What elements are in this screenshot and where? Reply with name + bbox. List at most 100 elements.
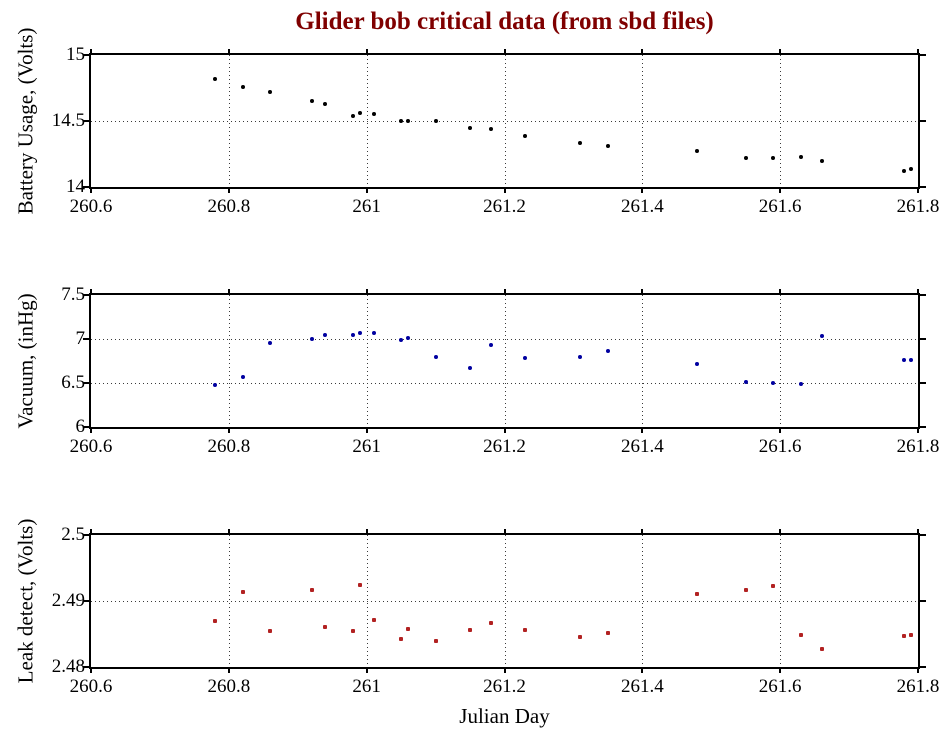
x-axis-label: Julian Day: [459, 704, 550, 728]
tick-mark: [503, 289, 506, 295]
gridline: [780, 295, 782, 427]
data-point: [268, 341, 273, 346]
tick-mark: [641, 289, 644, 295]
y-tick-label: 6.5: [61, 372, 85, 393]
x-tick-label: 261.2: [483, 436, 526, 457]
tick-mark: [503, 427, 506, 433]
tick-mark: [779, 427, 782, 433]
tick-mark: [917, 187, 919, 193]
tick-mark: [83, 382, 89, 384]
data-point: [771, 584, 776, 589]
data-point: [488, 343, 493, 348]
data-point: [350, 113, 355, 118]
tick-mark: [83, 54, 89, 56]
data-point: [371, 618, 376, 623]
data-point: [488, 126, 493, 131]
data-point: [771, 381, 776, 385]
x-tick-label: 260.6: [69, 676, 113, 697]
tick-mark: [779, 289, 782, 295]
data-point: [213, 382, 218, 387]
tick-mark: [917, 427, 919, 433]
x-tick-label: 261: [352, 436, 381, 457]
data-point: [819, 158, 824, 163]
data-point: [488, 621, 493, 626]
data-point: [399, 636, 404, 641]
tick-mark: [641, 529, 644, 535]
x-tick-label: 261.4: [620, 436, 664, 457]
tick-mark: [90, 289, 92, 295]
data-point: [819, 646, 824, 651]
tick-mark: [641, 667, 644, 673]
data-point: [350, 333, 355, 338]
x-tick-label: 261.6: [758, 436, 802, 457]
data-point: [909, 633, 914, 638]
tick-mark: [365, 49, 368, 55]
data-point: [406, 119, 411, 123]
data-point: [213, 76, 218, 81]
x-tick-label: 261.2: [483, 676, 526, 697]
data-point: [468, 628, 473, 633]
tick-mark: [83, 534, 89, 536]
tick-mark: [227, 289, 230, 295]
data-point: [323, 101, 328, 106]
gridline: [91, 601, 918, 602]
x-tick-label: 260.6: [69, 436, 113, 457]
tick-mark: [83, 186, 89, 188]
x-tick-label: 260.8: [207, 676, 251, 697]
tick-mark: [227, 49, 230, 55]
data-point: [357, 330, 362, 335]
tick-mark: [920, 338, 926, 340]
y-tick-label: 15: [66, 44, 85, 65]
data-point: [695, 592, 700, 597]
tick-mark: [227, 427, 230, 433]
data-point: [902, 358, 907, 363]
tick-mark: [920, 186, 926, 188]
x-tick-label: 261.6: [758, 676, 802, 697]
y-tick-label: 2.48: [51, 656, 85, 677]
x-tick-label: 261: [352, 676, 381, 697]
data-point: [468, 125, 473, 130]
data-point: [468, 366, 473, 371]
tick-mark: [83, 666, 89, 668]
data-point: [523, 356, 528, 361]
data-point: [323, 333, 328, 338]
data-point: [323, 624, 328, 629]
tick-mark: [920, 382, 926, 384]
tick-mark: [83, 600, 89, 602]
data-point: [268, 629, 273, 634]
data-point: [605, 349, 610, 354]
x-tick-label: 261.2: [483, 196, 526, 217]
y-axis-label-vacuum: Vacuum, (inHg): [13, 293, 38, 429]
y-tick-label: 2.5: [61, 524, 85, 545]
tick-mark: [90, 667, 92, 673]
data-point: [578, 354, 583, 359]
tick-mark: [920, 600, 926, 602]
chart-title: Glider bob critical data (from sbd files…: [295, 8, 714, 35]
tick-mark: [227, 529, 230, 535]
data-point: [902, 169, 907, 174]
gridline: [366, 295, 368, 427]
subplot-vacuum: [83, 289, 926, 433]
tick-mark: [503, 529, 506, 535]
tick-mark: [641, 187, 644, 193]
subplot-leak: [83, 529, 926, 673]
data-point: [309, 99, 314, 104]
tick-mark: [90, 187, 92, 193]
tick-mark: [917, 529, 919, 535]
data-point: [695, 149, 700, 154]
data-point: [268, 89, 273, 94]
tick-mark: [90, 529, 92, 535]
data-point: [240, 589, 245, 594]
data-point: [371, 330, 376, 335]
tick-mark: [90, 427, 92, 433]
subplot-battery: [83, 49, 926, 193]
gridline: [91, 339, 918, 340]
y-tick-label: 7.5: [61, 284, 85, 305]
tick-mark: [365, 667, 368, 673]
tick-mark: [779, 529, 782, 535]
y-tick-label: 14: [66, 176, 85, 197]
tick-mark: [227, 667, 230, 673]
data-point: [523, 628, 528, 633]
tick-mark: [365, 187, 368, 193]
data-point: [406, 627, 411, 632]
